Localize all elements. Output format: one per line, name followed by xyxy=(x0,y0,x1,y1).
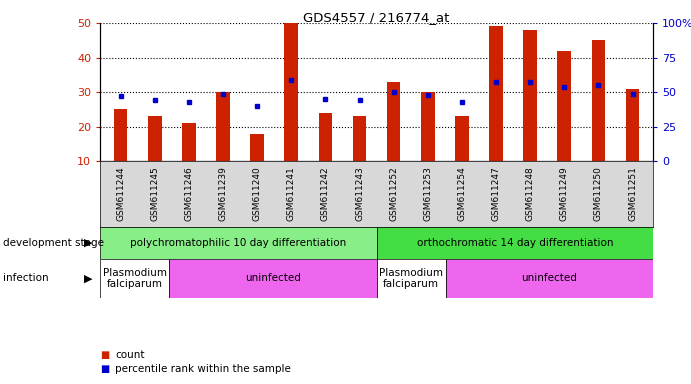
Text: GSM611250: GSM611250 xyxy=(594,167,603,222)
Bar xyxy=(216,92,230,161)
Bar xyxy=(182,123,196,161)
Text: GSM611246: GSM611246 xyxy=(184,167,193,221)
Bar xyxy=(100,259,169,298)
Bar xyxy=(250,134,264,161)
Text: polychromatophilic 10 day differentiation: polychromatophilic 10 day differentiatio… xyxy=(131,238,346,248)
Text: GSM611248: GSM611248 xyxy=(526,167,535,221)
Text: ■: ■ xyxy=(100,350,109,360)
Text: GDS4557 / 216774_at: GDS4557 / 216774_at xyxy=(303,12,450,25)
Text: ▶: ▶ xyxy=(84,238,93,248)
Text: GSM611252: GSM611252 xyxy=(389,167,398,221)
Bar xyxy=(352,116,366,161)
Text: Plasmodium
falciparum: Plasmodium falciparum xyxy=(103,268,167,289)
Text: GSM611254: GSM611254 xyxy=(457,167,466,221)
Bar xyxy=(558,51,571,161)
Text: uninfected: uninfected xyxy=(245,273,301,283)
Text: ■: ■ xyxy=(100,364,109,374)
Text: uninfected: uninfected xyxy=(522,273,577,283)
Text: GSM611249: GSM611249 xyxy=(560,167,569,221)
Text: GSM611242: GSM611242 xyxy=(321,167,330,221)
Text: GSM611243: GSM611243 xyxy=(355,167,364,221)
Text: percentile rank within the sample: percentile rank within the sample xyxy=(115,364,292,374)
Bar xyxy=(377,259,446,298)
Text: orthochromatic 14 day differentiation: orthochromatic 14 day differentiation xyxy=(417,238,613,248)
Text: ▶: ▶ xyxy=(84,273,93,283)
Bar xyxy=(387,82,401,161)
Text: GSM611239: GSM611239 xyxy=(218,167,227,222)
Bar xyxy=(169,259,377,298)
Bar xyxy=(591,40,605,161)
Bar xyxy=(100,227,377,259)
Text: GSM611241: GSM611241 xyxy=(287,167,296,221)
Bar xyxy=(285,23,298,161)
Bar xyxy=(523,30,537,161)
Text: GSM611247: GSM611247 xyxy=(491,167,500,221)
Text: infection: infection xyxy=(3,273,49,283)
Bar xyxy=(319,113,332,161)
Bar xyxy=(455,116,468,161)
Bar xyxy=(421,92,435,161)
Text: GSM611251: GSM611251 xyxy=(628,167,637,222)
Bar xyxy=(625,89,639,161)
Bar xyxy=(114,109,128,161)
Bar xyxy=(489,26,503,161)
Text: GSM611244: GSM611244 xyxy=(116,167,125,221)
Text: GSM611253: GSM611253 xyxy=(424,167,433,222)
Bar xyxy=(377,227,653,259)
Bar xyxy=(446,259,653,298)
Text: GSM611245: GSM611245 xyxy=(151,167,160,221)
Bar xyxy=(148,116,162,161)
Text: GSM611240: GSM611240 xyxy=(253,167,262,221)
Text: count: count xyxy=(115,350,145,360)
Text: Plasmodium
falciparum: Plasmodium falciparum xyxy=(379,268,443,289)
Text: development stage: development stage xyxy=(3,238,104,248)
